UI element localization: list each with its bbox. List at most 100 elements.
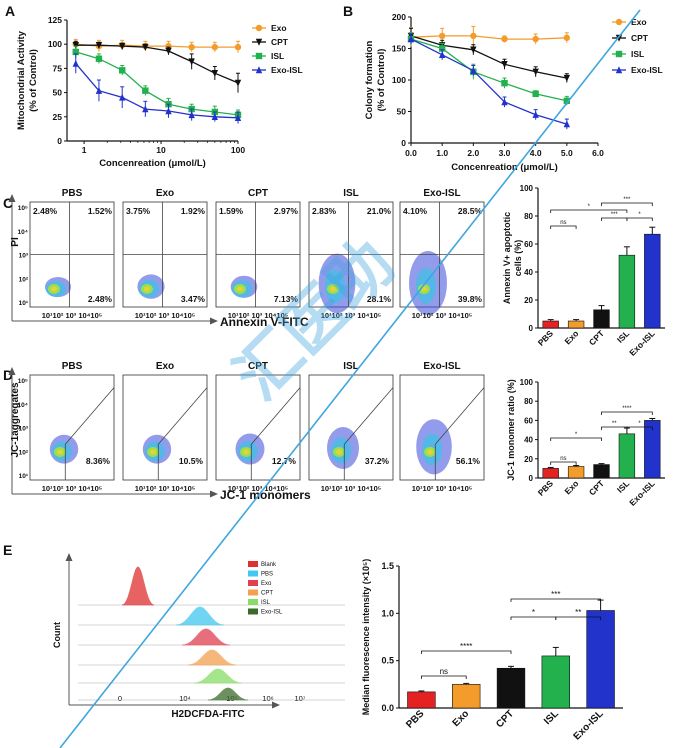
b-point-Exo [438,32,446,40]
a-legend-marker [255,52,263,60]
d-title: ISL [343,361,359,372]
b-ytick-label: 50 [397,107,407,117]
e-bar-bar-CPT [496,667,526,709]
d-bar-category-label: Exo [562,478,580,496]
e-hist-Exo-ISL [207,687,249,701]
e-hist-Exo [181,628,231,646]
b-point-Exo-ISL [501,98,508,106]
e-bar-ytick-label: 0.0 [381,703,394,713]
b-point-CPT [563,74,571,82]
e-x-arrow-head [272,701,280,709]
e-legend-label: CPT [261,591,273,597]
c-xticks: 10¹10² 10³ 10⁴10⁵ [321,311,382,320]
b-point-Exo [532,35,539,43]
c-bar-ytick-label: 60 [524,240,533,249]
b-legend-label: CPT [631,33,649,43]
d-pct: 12.7% [272,456,297,466]
c-bar-sig-bracket [550,225,577,229]
e-hist-xtick: 10⁷ [294,694,305,703]
c-xticks: 10¹10² 10³ 10⁴10⁵ [135,311,196,320]
d-gate-line [343,387,394,480]
c-q-br: 3.47% [181,294,206,304]
d-xticks: 10¹10² 10³ 10⁴10⁵ [412,484,473,493]
a-point-Exo-ISL [165,107,172,115]
e-legend-label: ISL [261,600,271,606]
a-point-Exo-ISL [72,59,79,67]
d-title: Exo-ISL [423,361,460,372]
e-bar-sig-bracket [420,675,467,679]
c-bar-sig-bracket [550,209,628,213]
c-bar-category-label: Exo-ISL [627,328,656,357]
e-bar-bar-Exo-ISL [586,610,615,709]
b-point-ISL [501,79,508,87]
b-point-ISL [563,97,571,104]
e-bar-sig-bracket [420,650,512,654]
c-q-tl: 2.83% [312,206,337,216]
d-xlabel: JC-1 monomers [220,488,311,502]
d-bar-ytick-label: 60 [524,416,533,425]
e-legend-swatch [248,589,258,596]
a-legend-label: Exo-ISL [271,65,303,75]
e-hist-ylabel: Count [52,622,62,648]
a-point-Exo-ISL [119,93,126,101]
c-q-br: 28.1% [367,294,392,304]
e-bar-sig-bracket [510,616,557,620]
a-series-line-Exo-ISL [75,63,239,119]
d-bar-bar-Exo [567,466,585,479]
d-title: Exo [156,361,174,372]
c-xticks: 10¹10² 10³ 10⁴10⁵ [42,311,103,320]
d-density-peak [57,449,63,455]
a-legend-marker [255,24,263,32]
c-ylabel: PI [10,237,21,247]
b-point-ISL [532,90,539,98]
a-point-CPT [142,43,149,51]
d-xticks: 10¹10² 10³ 10⁴10⁵ [42,484,103,493]
d-gate-line [157,387,208,480]
a-point-ISL [142,87,149,94]
b-legend-marker [615,50,623,58]
b-point-CPT [501,61,508,68]
b-xtick-label: 5.0 [561,148,573,158]
d-bar-ylabel: JC-1 monomer ratio (%) [506,379,516,481]
e-bar-bar-Exo [452,684,481,709]
b-point-Exo [470,32,477,40]
d-pct: 56.1% [456,456,481,466]
e-bar-bar-PBS [407,691,436,709]
b-legend-label: Exo [631,17,647,27]
e-bar-category-label: PBS [404,708,427,731]
b-xtick-label: 0.0 [405,148,417,158]
d-bar-ytick-label: 40 [524,436,533,445]
b-series-line-Exo [410,35,567,40]
a-xtick-label: 10 [156,145,166,155]
b-legend-marker [615,18,623,26]
a-point-ISL [95,55,103,62]
e-legend-swatch [248,570,258,577]
e-y-arrow-head [65,553,73,561]
c-bar-category-label: Exo [562,328,580,346]
c-ytick-label: 10⁴ [18,229,28,236]
c-bar-ylabel: cells (%) [513,240,523,277]
c-x-arrow-head [210,317,218,325]
c-bar-sig-label: * [588,204,591,210]
c-q-tr: 28.5% [458,206,483,216]
c-q-tr: 2.97% [274,206,299,216]
c-q-br: 39.8% [458,294,483,304]
a-point-Exo [165,42,172,50]
b-xlabel: Concenreation (μmol/L) [451,162,558,173]
e-hist-xtick: 0 [118,694,122,703]
d-bar-sig-label: * [575,432,578,438]
c-bar-bar-Exo [567,320,585,329]
d-bar-ytick-label: 20 [524,455,533,464]
a-legend-label: CPT [271,37,289,47]
d-xticks: 10¹10² 10³ 10⁴10⁵ [321,484,382,493]
a-point-Exo-ISL [188,111,195,119]
c-density-peak [330,286,336,292]
b-legend-marker [615,34,623,42]
d-ytick-label: 10³ [19,426,29,433]
c-xticks: 10¹10² 10³ 10⁴10⁵ [228,311,289,320]
b-ytick-label: 100 [392,75,406,85]
d-bar-bar-ISL [618,433,636,479]
d-bar-category-label: Exo-ISL [627,478,656,507]
c-bar-category-label: PBS [536,328,556,348]
c-bar-sig-bracket [601,217,628,221]
